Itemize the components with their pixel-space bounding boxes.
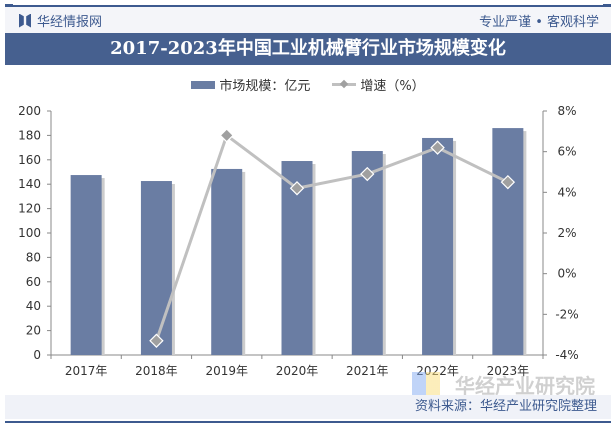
- brand: 华经情报网: [19, 11, 102, 30]
- right-tick-label: -2%: [555, 307, 578, 321]
- left-tick-label: 40: [26, 299, 41, 313]
- bar: [140, 181, 172, 355]
- growth-point: [360, 166, 375, 182]
- left-tick-label: 20: [26, 324, 41, 338]
- left-tick-label: 160: [18, 153, 41, 167]
- legend-bar-label: 市场规模：亿元: [219, 79, 311, 94]
- left-tick-label: 80: [26, 250, 41, 264]
- brand-name: 华经情报网: [37, 15, 103, 30]
- left-tick-label: 140: [18, 177, 41, 191]
- growth-point: [430, 140, 445, 155]
- bar: [211, 168, 243, 355]
- x-tick-label: 2017年: [65, 364, 108, 378]
- right-tick-label: 8%: [557, 104, 576, 118]
- growth-point: [289, 181, 305, 196]
- bottom-border: [5, 421, 611, 423]
- right-tick-label: 4%: [557, 185, 576, 199]
- left-tick-label: 180: [18, 128, 41, 142]
- legend: 市场规模：亿元 增速（%）: [0, 75, 616, 94]
- legend-line-swatch-icon: [332, 83, 357, 86]
- legend-bar-swatch-icon: [191, 80, 216, 89]
- x-tick-label: 2018年: [135, 364, 178, 378]
- bar: [70, 175, 102, 355]
- watermark: 华经产业研究院: [455, 374, 595, 398]
- growth-point: [219, 128, 234, 143]
- header: 华经情报网 专业严谨 • 客观科学: [5, 7, 611, 33]
- right-tick-label: 0%: [557, 267, 576, 281]
- legend-item-bar: 市场规模：亿元: [191, 75, 310, 94]
- x-tick-label: 2020年: [276, 364, 319, 378]
- right-tick-label: 2%: [557, 226, 576, 240]
- legend-line-label: 增速（%）: [360, 79, 425, 94]
- left-tick-label: 200: [18, 104, 41, 118]
- source-note: 资料来源：华经产业研究院整理: [5, 395, 611, 419]
- growth-point: [500, 174, 516, 190]
- x-tick-label: 2019年: [205, 364, 248, 378]
- legend-item-line: 增速（%）: [332, 75, 425, 94]
- bar: [422, 137, 454, 355]
- left-tick-label: 0: [33, 348, 41, 362]
- top-border: [5, 4, 611, 8]
- slogan: 专业严谨 • 客观科学: [479, 15, 599, 30]
- left-tick-label: 120: [18, 202, 41, 216]
- left-tick-label: 60: [26, 275, 41, 289]
- x-tick-label: 2023年: [487, 364, 530, 378]
- x-tick-label: 2021年: [346, 364, 389, 378]
- growth-line: [155, 132, 509, 342]
- chart-title: 2017-2023年中国工业机械臂行业市场规模变化: [5, 33, 611, 65]
- bar: [351, 151, 383, 355]
- left-tick-label: 100: [18, 226, 41, 240]
- right-tick-label: -4%: [555, 348, 578, 362]
- bar: [492, 128, 524, 355]
- right-tick-label: 6%: [557, 145, 576, 159]
- growth-point: [149, 333, 164, 348]
